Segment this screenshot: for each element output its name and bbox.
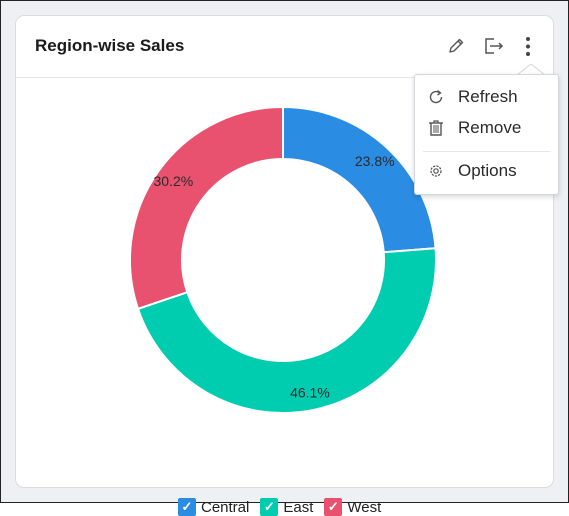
legend-item-east[interactable]: ✓ East bbox=[260, 498, 313, 516]
legend-label-west: West bbox=[347, 498, 382, 516]
menu-divider bbox=[423, 151, 550, 152]
menu-label-options: Options bbox=[458, 161, 517, 180]
chart-legend: ✓ Central ✓ East ✓ West bbox=[178, 498, 392, 516]
widget-title: Region-wise Sales bbox=[35, 36, 185, 55]
trash-icon bbox=[429, 120, 443, 136]
edit-pencil-icon[interactable] bbox=[444, 34, 468, 58]
legend-item-central[interactable]: ✓ Central bbox=[178, 498, 249, 516]
menu-item-remove[interactable]: Remove bbox=[415, 113, 558, 143]
export-icon[interactable] bbox=[481, 34, 505, 58]
legend-label-central: Central bbox=[201, 498, 250, 516]
checkbox-west[interactable]: ✓ bbox=[324, 498, 343, 516]
menu-label-remove: Remove bbox=[458, 118, 522, 137]
checkbox-central[interactable]: ✓ bbox=[178, 498, 196, 516]
data-label-west: 30.2% bbox=[154, 173, 194, 189]
checkbox-east[interactable]: ✓ bbox=[260, 498, 279, 516]
menu-label-refresh: Refresh bbox=[458, 87, 518, 106]
data-label-east: 46.1% bbox=[290, 384, 330, 400]
donut-slice-west[interactable] bbox=[129, 105, 284, 311]
menu-item-refresh[interactable]: Refresh bbox=[415, 82, 558, 112]
refresh-icon bbox=[429, 89, 443, 104]
widget-header: Region-wise Sales bbox=[16, 16, 553, 78]
legend-label-east: East bbox=[283, 498, 314, 516]
chart-area: 23.8% 46.1% 30.2% ✓ Central ✓ East ✓ West bbox=[16, 78, 553, 516]
donut-slice-east[interactable] bbox=[136, 247, 437, 414]
legend-item-west[interactable]: ✓ West bbox=[324, 498, 381, 516]
gear-icon bbox=[430, 165, 442, 177]
donut-chart: 23.8% 46.1% 30.2% bbox=[129, 105, 437, 414]
menu-item-options[interactable]: Options bbox=[415, 156, 558, 186]
donut-slice-central[interactable] bbox=[282, 105, 437, 254]
more-vertical-icon[interactable] bbox=[516, 34, 540, 58]
data-label-central: 23.8% bbox=[355, 153, 395, 169]
options-menu: Refresh Remove Options bbox=[414, 74, 559, 195]
